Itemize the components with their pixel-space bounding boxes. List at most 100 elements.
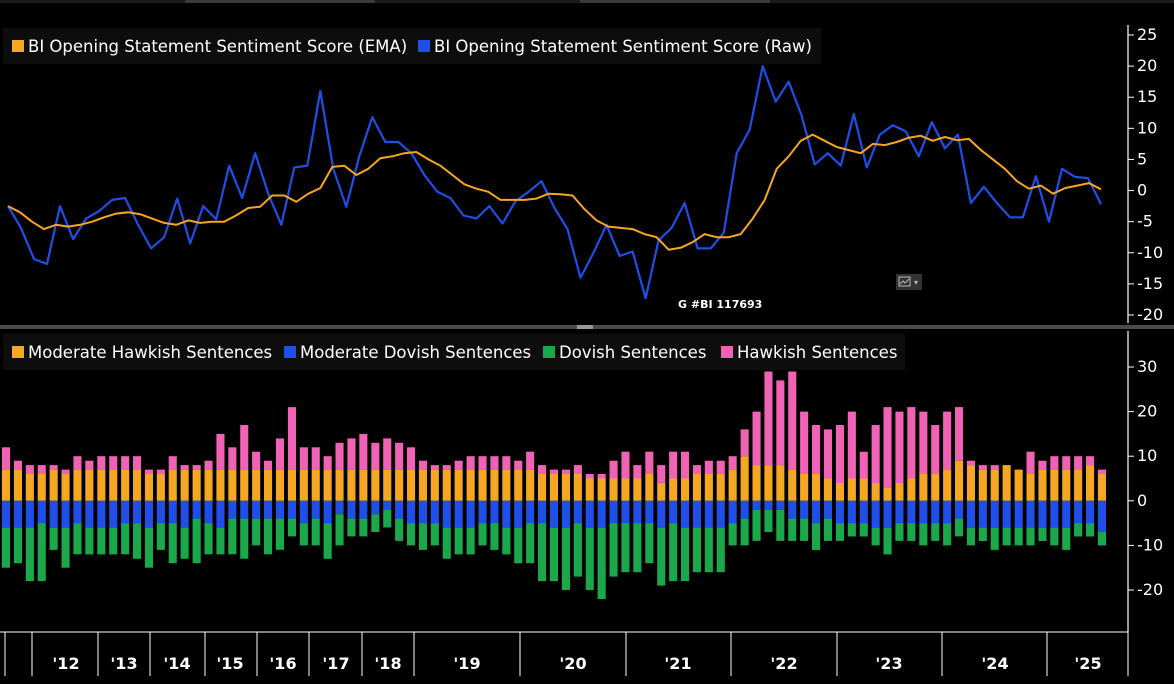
bar-moderate-hawkish: [490, 469, 499, 501]
bottom-y-tick-label: 30: [1137, 357, 1157, 376]
bar-dovish: [871, 527, 880, 546]
bar-hawkish: [919, 411, 928, 474]
bar-moderate-hawkish: [216, 469, 225, 501]
bar-moderate-dovish: [418, 500, 427, 524]
top-y-tick-label: -20: [1137, 305, 1163, 324]
bar-hawkish: [716, 460, 725, 475]
bar-dovish: [609, 523, 618, 577]
bar-hawkish: [609, 460, 618, 479]
bar-dovish: [240, 518, 249, 559]
bar-moderate-dovish: [85, 500, 94, 528]
legend-label-mod-hawkish: Moderate Hawkish Sentences: [28, 343, 272, 362]
bar-dovish: [895, 523, 904, 541]
bar-moderate-hawkish: [669, 478, 678, 501]
bar-moderate-dovish: [49, 500, 58, 528]
x-tick-label: '22: [770, 654, 797, 673]
bar-moderate-hawkish: [704, 474, 713, 501]
bar-hawkish: [1097, 469, 1106, 475]
bar-hawkish: [61, 469, 70, 475]
bar-dovish: [144, 527, 153, 568]
bar-moderate-dovish: [704, 500, 713, 528]
bar-hawkish: [371, 442, 380, 470]
bar-moderate-hawkish: [371, 469, 380, 501]
chart-type-button[interactable]: ▾: [896, 274, 922, 290]
bar-moderate-dovish: [943, 500, 952, 524]
bar-moderate-hawkish: [383, 469, 392, 501]
bar-dovish: [156, 523, 165, 550]
bar-moderate-hawkish: [823, 478, 832, 501]
bar-moderate-hawkish: [311, 469, 320, 501]
bar-dovish: [847, 523, 856, 537]
x-tick-label: '23: [875, 654, 902, 673]
bar-dovish: [943, 523, 952, 546]
bar-moderate-hawkish: [716, 474, 725, 501]
bar-moderate-dovish: [549, 500, 558, 528]
bar-moderate-hawkish: [859, 478, 868, 501]
bar-hawkish: [97, 456, 106, 470]
bottom-y-tick-label: -10: [1137, 535, 1163, 554]
bar-moderate-dovish: [800, 500, 809, 519]
bar-dovish: [859, 523, 868, 537]
top-y-tick-label: 10: [1137, 118, 1157, 137]
bar-moderate-dovish: [895, 500, 904, 524]
bar-hawkish: [335, 442, 344, 470]
bar-hawkish: [847, 411, 856, 479]
bar-hawkish: [466, 456, 475, 470]
bar-hawkish: [25, 465, 34, 474]
bar-dovish: [1026, 527, 1035, 546]
bar-moderate-hawkish: [943, 469, 952, 501]
panel-divider[interactable]: [0, 325, 1174, 329]
bar-moderate-hawkish: [609, 478, 618, 501]
x-tick-label: '19: [453, 654, 480, 673]
bar-hawkish: [299, 447, 308, 470]
bar-moderate-hawkish: [692, 474, 701, 501]
bar-hawkish: [538, 465, 547, 474]
bar-moderate-dovish: [907, 500, 916, 524]
bar-moderate-hawkish: [61, 474, 70, 501]
bar-hawkish: [454, 460, 463, 470]
bar-moderate-hawkish: [264, 469, 273, 501]
bar-dovish: [1086, 523, 1095, 537]
bar-dovish: [252, 518, 261, 546]
bar-moderate-hawkish: [180, 469, 189, 501]
bar-moderate-hawkish: [597, 478, 606, 501]
x-tick-label: '15: [216, 654, 243, 673]
bar-moderate-dovish: [573, 500, 582, 524]
bar-moderate-hawkish: [645, 474, 654, 501]
bar-hawkish: [871, 425, 880, 483]
x-tick-label: '14: [163, 654, 190, 673]
bar-moderate-dovish: [514, 500, 523, 528]
bar-moderate-hawkish: [1062, 469, 1071, 501]
legend-swatch-hawkish: [721, 346, 733, 358]
bar-moderate-hawkish: [442, 469, 451, 501]
bar-dovish: [800, 518, 809, 541]
bar-hawkish: [812, 425, 821, 475]
bar-dovish: [597, 527, 606, 599]
x-tick-label: '24: [981, 654, 1008, 673]
bar-moderate-dovish: [609, 500, 618, 524]
top-y-tick-label: -5: [1137, 212, 1153, 231]
bar-dovish: [549, 527, 558, 582]
bar-moderate-hawkish: [287, 469, 296, 501]
bar-moderate-hawkish: [966, 465, 975, 501]
bar-dovish: [383, 509, 392, 528]
bar-moderate-dovish: [371, 500, 380, 515]
bar-moderate-hawkish: [883, 487, 892, 501]
bar-hawkish: [133, 456, 142, 470]
bar-moderate-hawkish: [156, 474, 165, 501]
bar-moderate-dovish: [1014, 500, 1023, 528]
bar-dovish: [538, 523, 547, 582]
bar-hawkish: [633, 465, 642, 479]
bar-dovish: [466, 527, 475, 555]
bar-dovish: [823, 518, 832, 541]
raw-series-line: [7, 64, 1102, 300]
bar-hawkish: [978, 465, 987, 470]
bar-moderate-dovish: [669, 500, 678, 524]
bar-moderate-dovish: [144, 500, 153, 528]
bar-moderate-dovish: [859, 500, 868, 524]
bar-moderate-dovish: [1050, 500, 1059, 528]
bar-hawkish: [287, 407, 296, 470]
top-y-tick-label: 20: [1137, 56, 1157, 75]
sentiment-score-panel: [7, 64, 1102, 300]
bar-moderate-dovish: [73, 500, 82, 524]
